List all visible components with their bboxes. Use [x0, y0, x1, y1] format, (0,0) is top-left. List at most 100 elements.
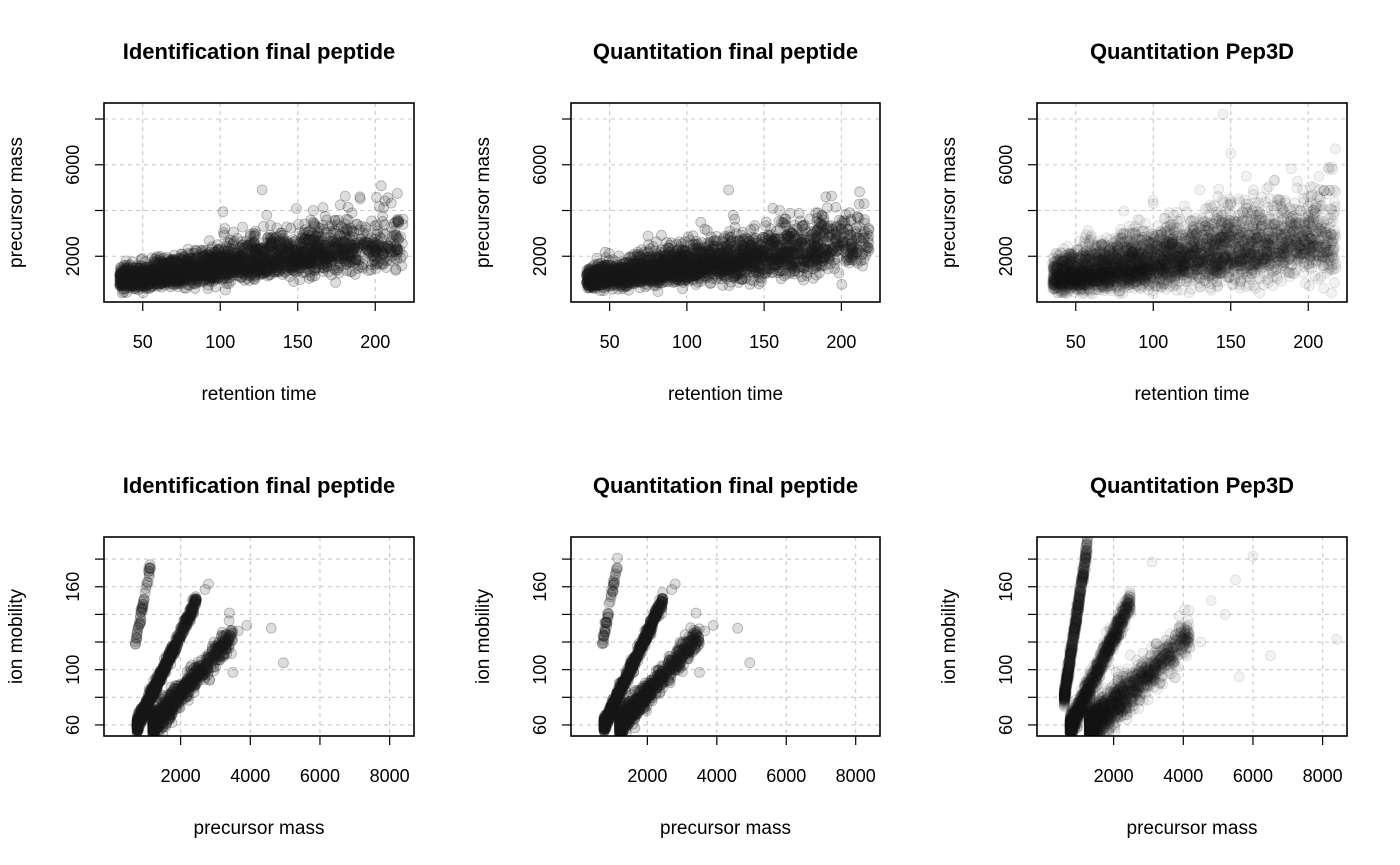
data-point: [305, 253, 317, 265]
data-point: [278, 261, 290, 273]
data-point: [119, 275, 130, 287]
data-point: [291, 254, 303, 266]
data-point: [177, 276, 189, 288]
data-point: [277, 229, 289, 241]
data-point: [197, 267, 209, 279]
data-point: [306, 248, 318, 260]
data-point: [202, 279, 214, 291]
data-point: [371, 219, 383, 231]
data-point: [239, 264, 251, 276]
data-point: [118, 286, 130, 298]
data-point: [182, 279, 194, 291]
data-point: [212, 262, 224, 274]
data-point: [207, 260, 219, 272]
data-point: [126, 267, 138, 279]
data-point: [268, 233, 280, 245]
data-point: [369, 245, 381, 257]
data-point: [158, 275, 170, 287]
data-point: [335, 246, 347, 258]
data-point: [228, 237, 239, 249]
data-point: [317, 259, 329, 271]
data-point: [146, 278, 157, 290]
data-point: [160, 270, 172, 282]
data-point: [204, 265, 216, 277]
data-point: [289, 239, 301, 251]
data-point: [330, 241, 342, 253]
data-point: [158, 266, 170, 278]
data-point: [213, 261, 224, 273]
data-point: [264, 263, 276, 275]
data-point: [244, 252, 256, 264]
data-point: [312, 253, 324, 265]
data-point: [391, 232, 403, 244]
data-point: [339, 256, 351, 267]
data-point: [209, 260, 221, 272]
data-point: [132, 266, 144, 278]
data-point: [175, 273, 187, 285]
data-point: [228, 259, 240, 271]
data-point: [227, 263, 239, 275]
data-point: [130, 275, 142, 287]
data-point: [293, 256, 305, 268]
data-point: [180, 264, 192, 276]
data-point: [307, 227, 319, 239]
data-point: [195, 264, 207, 276]
data-point: [293, 248, 305, 260]
data-point: [128, 265, 139, 277]
data-point: [294, 253, 306, 265]
data-point: [371, 251, 383, 263]
data-point: [154, 273, 166, 285]
data-point: [312, 249, 324, 261]
data-point: [223, 261, 235, 272]
data-point: [338, 252, 350, 264]
data-point: [223, 246, 235, 257]
data-point: [287, 250, 299, 262]
data-point: [148, 273, 160, 285]
data-point: [183, 262, 195, 274]
data-point: [165, 255, 177, 267]
data-point: [237, 239, 249, 251]
data-point: [133, 274, 145, 286]
data-point: [177, 263, 188, 275]
data-point: [322, 266, 334, 278]
data-point: [198, 249, 210, 261]
data-point: [122, 275, 134, 287]
data-point: [377, 227, 389, 238]
data-point: [155, 272, 167, 284]
data-point: [378, 228, 390, 240]
data-point: [252, 261, 264, 272]
data-point: [139, 266, 151, 278]
data-point: [125, 272, 137, 284]
data-point: [156, 267, 168, 279]
data-point: [233, 266, 245, 278]
data-point: [140, 276, 152, 288]
data-point: [189, 267, 201, 279]
data-point: [369, 233, 381, 245]
data-point: [242, 239, 254, 251]
data-point: [202, 253, 214, 265]
data-point: [137, 264, 149, 276]
data-point: [165, 254, 177, 266]
data-point: [330, 259, 342, 271]
data-point: [224, 259, 236, 271]
data-point: [248, 266, 260, 278]
data-point: [117, 283, 128, 295]
data-point: [313, 255, 325, 267]
data-point: [282, 261, 294, 273]
data-point: [348, 243, 360, 254]
data-point: [130, 271, 142, 283]
data-point: [178, 260, 190, 272]
data-point: [157, 273, 169, 285]
data-point: [203, 265, 215, 277]
data-point: [128, 275, 140, 287]
data-point: [120, 269, 132, 281]
data-point: [216, 250, 228, 262]
data-point: [307, 247, 319, 259]
data-point: [276, 263, 288, 275]
data-point: [329, 242, 341, 254]
data-point: [332, 250, 344, 262]
data-point: [186, 253, 198, 264]
data-point: [348, 243, 360, 255]
data-point: [120, 273, 132, 285]
